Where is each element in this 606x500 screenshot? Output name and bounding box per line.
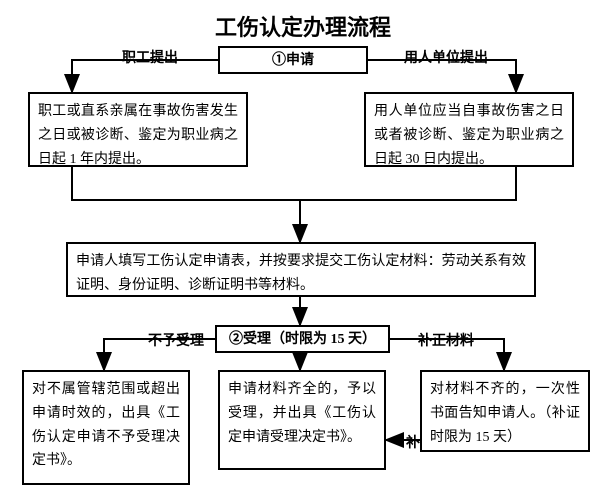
label-employer-submit: 用人单位提出 bbox=[404, 47, 488, 67]
label-employee-submit: 职工提出 bbox=[122, 47, 178, 67]
box-employer-desc: 用人单位应当自事故伤害之日或者被诊断、鉴定为职业病之日起 30 日内提出。 bbox=[364, 92, 574, 167]
label-supplement: 补正材料 bbox=[418, 330, 474, 350]
box-accept-full: 申请材料齐全的，予以受理，并出具《工伤认定申请受理决定书》。 bbox=[218, 370, 386, 470]
box-reject: 对不属管辖范围或超出申请时效的，出具《工伤认定申请不予受理决定书》。 bbox=[22, 370, 190, 485]
label-not-accept: 不予受理 bbox=[148, 330, 204, 350]
box-accept: ②受理（时限为 15 天） bbox=[215, 325, 390, 353]
box-fill-form: 申请人填写工伤认定申请表，并按要求提交工伤认定材料：劳动关系有效证明、身份证明、… bbox=[66, 242, 536, 297]
box-incomplete: 对材料不齐的，一次性书面告知申请人。（补证时限为 15 天） bbox=[420, 370, 590, 452]
box-apply: ①申请 bbox=[218, 46, 368, 74]
page-title: 工伤认定办理流程 bbox=[0, 10, 606, 42]
box-employee-desc: 职工或直系亲属在事故伤害发生之日或被诊断、鉴定为职业病之日起 1 年内提出。 bbox=[28, 92, 248, 167]
